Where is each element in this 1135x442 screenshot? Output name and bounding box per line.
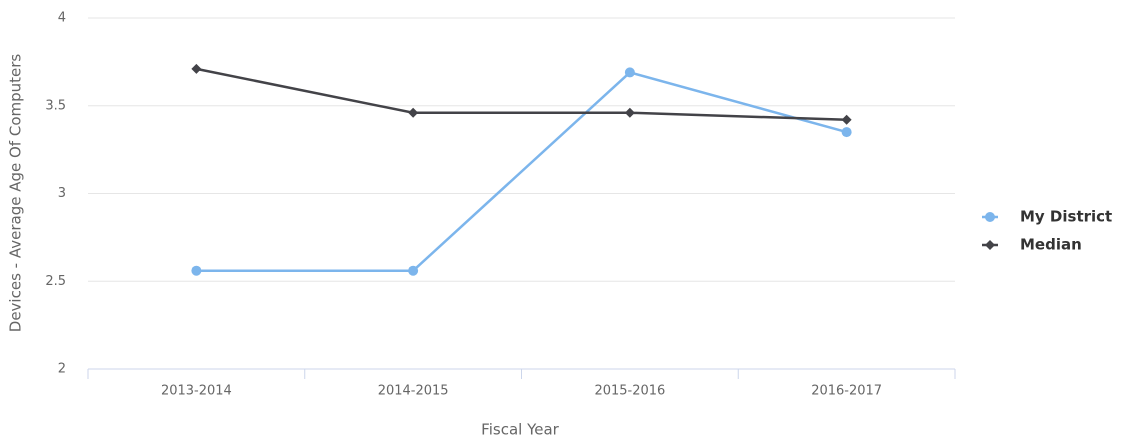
marker: [985, 212, 995, 222]
y-tick-label: 2.5: [45, 274, 66, 289]
marker: [985, 240, 995, 250]
marker: [408, 265, 419, 276]
y-tick-label: 2: [58, 362, 66, 377]
series-line: [196, 67, 847, 122]
y-axis-title: Devices - Average Age Of Computers: [7, 54, 25, 333]
marker: [408, 107, 419, 118]
y-tick-label: 4: [58, 11, 66, 26]
x-tick-label: 2016-2017: [811, 384, 882, 399]
x-axis-title: Fiscal Year: [481, 421, 559, 439]
marker: [624, 107, 635, 118]
marker: [841, 127, 852, 138]
series-line: [196, 71, 847, 272]
x-tick-label: 2013-2014: [161, 384, 232, 399]
legend-label: Median: [1020, 236, 1082, 254]
x-tick-label: 2014-2015: [378, 384, 449, 399]
marker: [841, 114, 852, 125]
marker: [624, 67, 635, 78]
y-tick-label: 3.5: [45, 98, 66, 113]
marker: [191, 63, 202, 74]
marker: [191, 265, 202, 276]
x-tick-label: 2015-2016: [594, 384, 665, 399]
legend-label: My District: [1020, 208, 1112, 226]
y-tick-label: 3: [58, 186, 66, 201]
